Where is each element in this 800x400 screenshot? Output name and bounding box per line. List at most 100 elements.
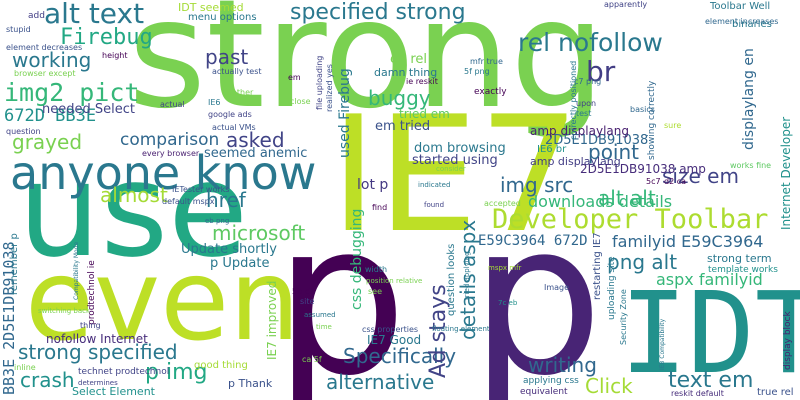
- word-cloud-word: Developer Toolbar: [492, 204, 769, 235]
- word-cloud-word: Compatibility Mode: [73, 241, 80, 300]
- word-cloud-word: em tried: [375, 119, 431, 134]
- word-cloud-word: test: [576, 109, 592, 118]
- word-cloud-word: 2D5E1DB91038 amp: [580, 162, 706, 176]
- word-cloud-word: eb png: [205, 217, 230, 225]
- word-cloud-word: see: [368, 287, 383, 296]
- word-cloud-word: found: [424, 201, 445, 209]
- word-cloud-word: 672D BB3E: [4, 106, 97, 126]
- word-cloud-word: actual: [160, 100, 185, 109]
- word-cloud-word: add: [28, 11, 45, 21]
- word-cloud-word: img2 pict: [4, 78, 140, 107]
- word-cloud-word: used Firebug: [337, 68, 353, 158]
- word-cloud-word: comparison: [120, 130, 220, 150]
- word-cloud-word: switching back: [38, 307, 91, 315]
- word-cloud-word: IE7 Good: [367, 333, 422, 347]
- word-cloud-word: IE6 br: [537, 144, 567, 155]
- word-cloud-word: p img: [145, 360, 208, 385]
- word-cloud-word: needed Select: [42, 102, 135, 117]
- word-cloud-word: realized yes: [325, 64, 334, 112]
- word-cloud-word: true rel: [757, 387, 794, 398]
- word-cloud-word: indicated: [418, 181, 451, 189]
- word-cloud-word: IETester works: [172, 185, 230, 194]
- word-cloud-word: close: [290, 97, 311, 106]
- word-cloud-word: size em: [662, 164, 739, 188]
- word-cloud-word: alt alt: [598, 186, 656, 210]
- word-cloud-word: png alt: [607, 250, 678, 274]
- word-cloud-word: en rel: [390, 52, 428, 67]
- word-cloud-word: Specifically: [343, 344, 457, 368]
- word-cloud-word: css properties: [362, 325, 419, 334]
- word-cloud-word: consider: [436, 165, 466, 173]
- word-cloud-word: p Update: [210, 256, 270, 271]
- word-cloud-word: assumed: [304, 311, 336, 319]
- word-cloud-word: use: [18, 134, 249, 286]
- word-cloud-word: href: [206, 188, 246, 212]
- word-cloud-word: IE8 Compatibility: [659, 318, 666, 370]
- word-cloud-word: p: [470, 177, 604, 400]
- word-cloud-word: strong: [128, 0, 606, 142]
- word-cloud-word: binaries: [732, 19, 772, 30]
- word-cloud-word: equivalent: [520, 387, 568, 397]
- word-cloud-word: inline: [14, 363, 36, 372]
- word-cloud-word: 2D5E1DB91038: [545, 133, 649, 148]
- word-cloud-word: microsoft: [212, 221, 306, 245]
- word-cloud-word: d2 ca: [664, 177, 687, 186]
- word-cloud-word: grayed: [12, 130, 83, 154]
- word-cloud-word: upon: [576, 99, 597, 108]
- word-cloud-word: p Thank: [228, 377, 273, 390]
- word-cloud-word: 5f png: [464, 67, 490, 76]
- word-cloud-word: element decreases: [6, 43, 83, 52]
- word-cloud-word: IE6: [208, 98, 221, 107]
- word-cloud-word: working: [12, 48, 92, 72]
- word-cloud-word: nofollow Internet: [46, 332, 148, 346]
- word-cloud-word: file uploading: [315, 55, 324, 110]
- word-cloud-word: img src: [500, 173, 574, 197]
- word-cloud-word: good thing: [194, 360, 248, 371]
- word-cloud-word: prodtechnol ie: [87, 260, 97, 325]
- word-cloud-word: google ads: [208, 110, 252, 119]
- word-cloud-word: anyone know: [10, 146, 317, 200]
- word-cloud-word: Toolbar Well: [710, 1, 771, 12]
- word-cloud-word: crash: [20, 368, 75, 392]
- word-cloud-word: lot p: [357, 177, 389, 193]
- word-cloud-word: question looks: [446, 243, 457, 316]
- word-cloud-word: alt text: [44, 0, 145, 30]
- word-cloud-word: tried applying: [463, 251, 471, 300]
- word-cloud-word: alternative: [326, 370, 435, 394]
- word-cloud-word: ie reskit: [406, 77, 438, 86]
- word-cloud-word: E59C3964 672D: [478, 233, 588, 249]
- word-cloud-word: Image: [544, 283, 570, 292]
- word-cloud-word: actually test: [212, 67, 262, 76]
- word-cloud-word: height: [102, 51, 128, 60]
- word-cloud-word: site: [300, 297, 315, 306]
- word-cloud-word: thing: [80, 321, 101, 330]
- word-cloud-word: p: [274, 177, 408, 400]
- word-cloud-word: past: [205, 45, 249, 69]
- word-cloud-word: br: [586, 55, 616, 88]
- word-cloud-word: buggy: [368, 86, 431, 110]
- word-cloud-word: template works: [708, 265, 778, 275]
- word-cloud-word: accepted: [484, 199, 521, 208]
- word-cloud-word: text em: [668, 368, 754, 393]
- word-cloud-word: question: [6, 127, 41, 136]
- word-cloud-word: Click: [585, 374, 633, 398]
- word-cloud-word: technet prodtechnol: [78, 367, 170, 377]
- word-cloud-word: showing correctly: [647, 80, 657, 160]
- word-cloud-word: reskit default: [671, 389, 724, 398]
- word-cloud-word: 5c7: [646, 177, 661, 186]
- word-cloud-word: seemed anemic: [204, 146, 308, 161]
- word-cloud-word: position relative: [366, 277, 423, 285]
- word-cloud-word: 5b c7: [292, 287, 315, 296]
- word-cloud-word: IE7 improved: [265, 280, 279, 360]
- word-cloud-word: apparently: [604, 0, 648, 9]
- word-cloud-word: rel nofollow: [518, 28, 663, 57]
- word-cloud-word: point: [588, 140, 640, 164]
- word-cloud-word: IDT: [620, 269, 800, 399]
- word-cloud-word: ca 5f: [302, 355, 322, 364]
- word-cloud-word: downloads details: [528, 192, 673, 211]
- word-cloud-word: restarting IE7: [592, 232, 603, 300]
- word-cloud-word: find: [372, 203, 388, 212]
- word-cloud-word: dom browsing: [414, 141, 506, 156]
- word-cloud-word: css debugging: [349, 208, 365, 310]
